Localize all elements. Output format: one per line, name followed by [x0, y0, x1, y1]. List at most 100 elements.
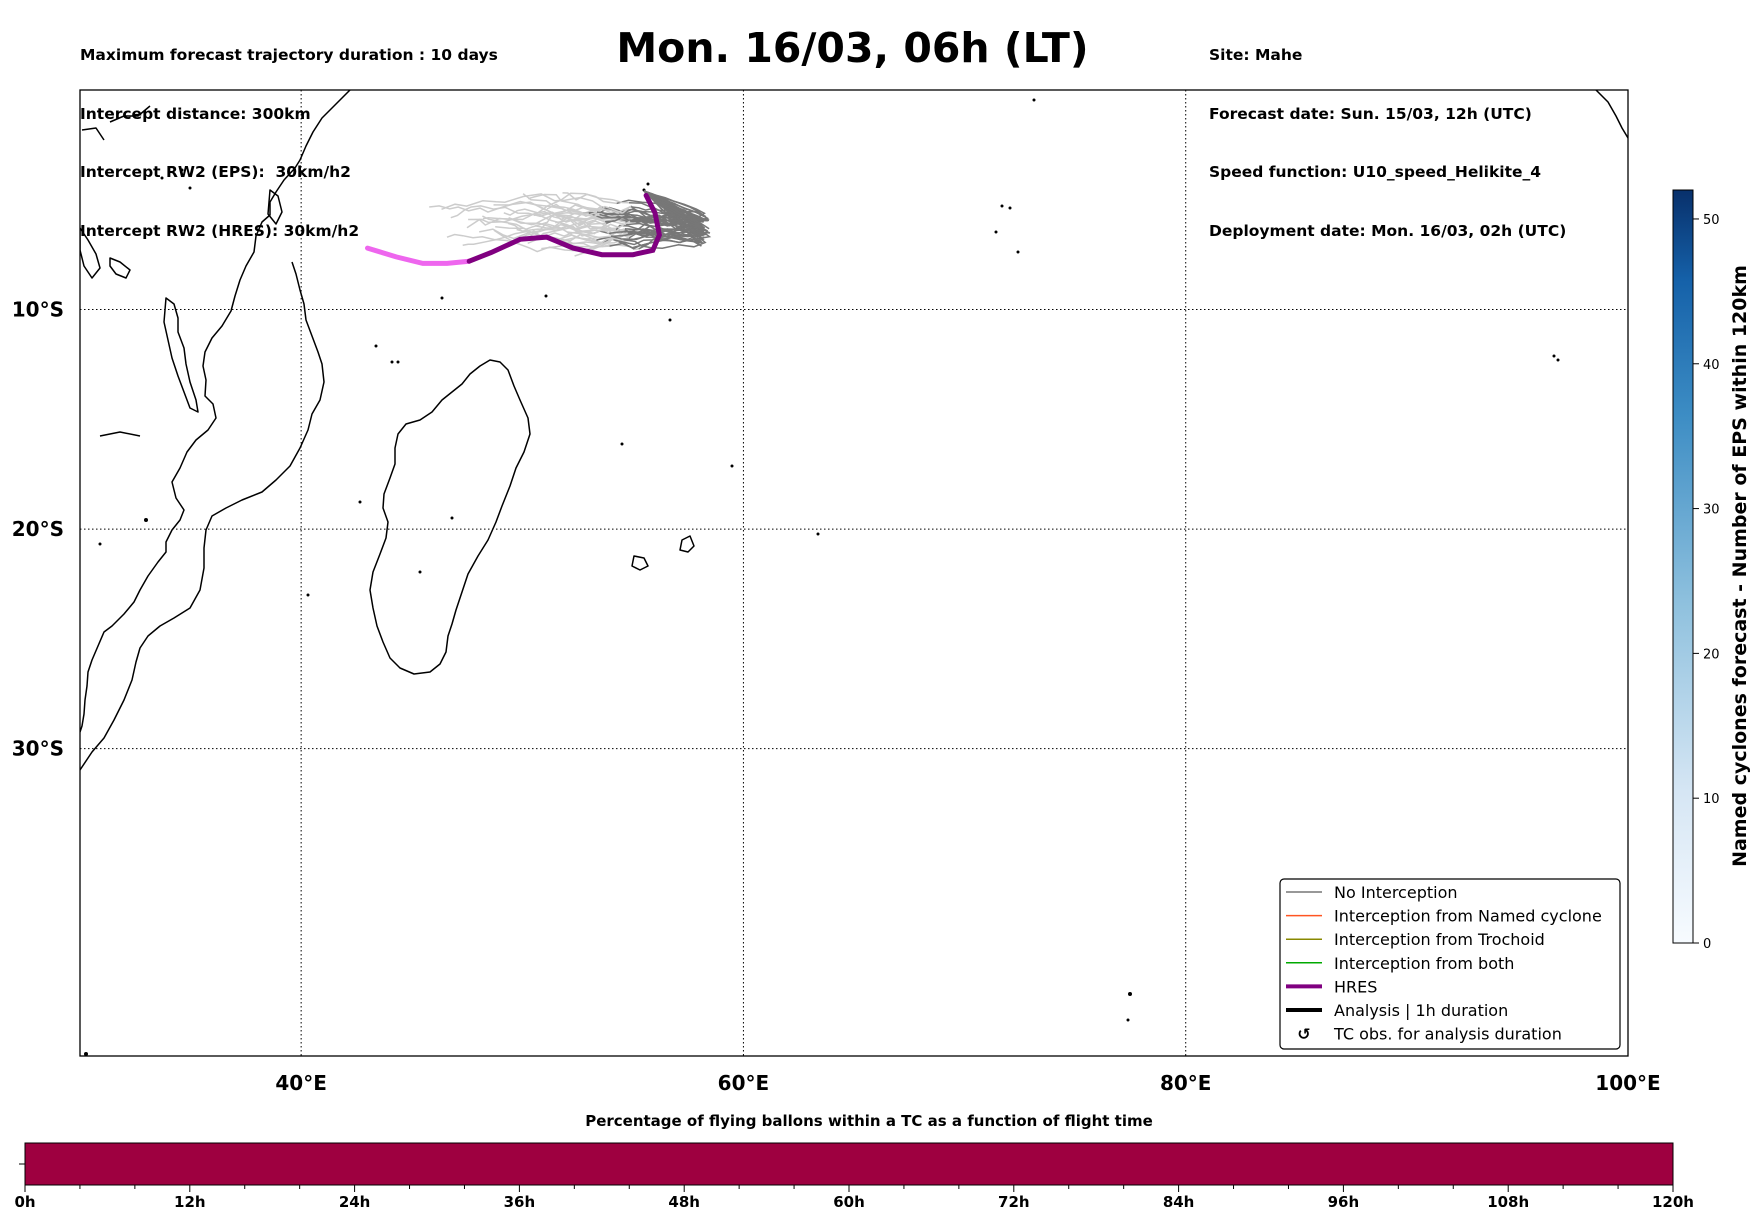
lat-tick-label: 20°S: [12, 517, 64, 541]
island-coastal-piece-2: [81, 127, 105, 141]
island-mauritius: [679, 535, 695, 553]
legend-item: No Interception: [1286, 883, 1458, 902]
flight-bar-title: Percentage of flying ballons within a TC…: [585, 1112, 1153, 1130]
flight-time-bar: Percentage of flying ballons within a TC…: [14, 1112, 1694, 1211]
tc-obs-symbol-icon: ↺: [1297, 1025, 1310, 1044]
island-reunion: [631, 555, 649, 571]
eps-track-near: [599, 190, 704, 230]
eps-track-far: [534, 217, 606, 230]
deployment-date-text: Deployment date: Mon. 16/03, 02h (UTC): [1209, 221, 1567, 240]
eps-track-far: [479, 228, 597, 241]
eps-track-near: [596, 190, 710, 220]
island-seychelles-coast: [80, 227, 101, 279]
eps-track-far: [522, 193, 608, 215]
legend-label: Interception from both: [1334, 954, 1514, 973]
eps-track-far: [566, 206, 631, 214]
speed-function-text: Speed function: U10_speed_Helikite_4: [1209, 163, 1542, 181]
legend-item: Interception from both: [1286, 954, 1514, 973]
coastlines: [80, 90, 1628, 771]
islets: [84, 98, 1560, 1056]
island-northern-tip: [267, 189, 283, 225]
legend-label: Interception from Trochoid: [1334, 930, 1545, 949]
flight-bar-tick-label: 48h: [668, 1193, 700, 1211]
lon-tick-label: 60°E: [718, 1071, 770, 1095]
legend-items: No Interception Interception from Named c…: [1286, 883, 1602, 1044]
flight-bar-ticks: 0h 12h 24h 36h 48h 60h 72h 84h 96h 108h 120h: [14, 1185, 1694, 1211]
eps-track-far: [546, 203, 598, 218]
flight-bar-tick-label: 36h: [504, 1193, 536, 1211]
lat-tick-label: 10°S: [12, 298, 64, 322]
lat-tick-label: 30°S: [12, 737, 64, 761]
legend-label: Interception from Named cyclone: [1334, 907, 1602, 926]
flight-bar-tick-label: 0h: [14, 1193, 35, 1211]
legend-label: No Interception: [1334, 883, 1458, 902]
flight-bar-tick-label: 72h: [998, 1193, 1030, 1211]
arabia-coastline: [1595, 90, 1628, 139]
page-title: Mon. 16/03, 06h (LT): [616, 24, 1089, 72]
eps-track-far: [601, 244, 639, 251]
intercept-distance-text: Intercept distance: 300km: [80, 104, 311, 123]
map-area: [80, 90, 1628, 1056]
lon-tick-label: 100°E: [1595, 1071, 1660, 1095]
africa-coastline: [80, 90, 351, 733]
eps-track-far: [533, 204, 632, 217]
lon-tick-label: 80°E: [1160, 1071, 1212, 1095]
header-left-info: Maximum forecast trajectory duration : 1…: [80, 7, 498, 261]
latitude-ticks: 10°S 20°S 30°S: [12, 298, 64, 761]
flight-bar-fill: [24, 1142, 1674, 1186]
eps-track-far: [566, 231, 611, 240]
madagascar-coastline: [369, 359, 531, 675]
header-right-info: Site: Mahe Forecast date: Sun. 15/03, 12…: [1209, 7, 1566, 261]
flight-bar-tick-label: 24h: [339, 1193, 371, 1211]
legend-box: [1279, 878, 1621, 1050]
eps-track-far: [482, 213, 610, 234]
eps-track-far: [503, 192, 629, 216]
legend-item: Interception from Trochoid: [1286, 930, 1545, 949]
eps-track-near: [609, 190, 707, 250]
colorbar-ticks: 0 10 20 30 40 50: [1693, 213, 1720, 952]
hres-trajectory: [365, 192, 663, 266]
hres-track-far: [365, 245, 472, 266]
flight-bar-tick-label: 12h: [174, 1193, 206, 1211]
gridlines: [80, 90, 1628, 1056]
eps-track-far: [493, 200, 589, 214]
island-coastal-piece: [109, 105, 151, 123]
legend-item: Analysis | 1h duration: [1286, 1001, 1508, 1020]
eps-track-near: [610, 190, 705, 242]
colorbar-tick-label: 0: [1703, 937, 1711, 952]
colorbar-tick-label: 50: [1703, 213, 1720, 228]
legend-label: TC obs. for analysis duration: [1333, 1025, 1562, 1044]
legend: No Interception Interception from Named c…: [1279, 878, 1621, 1050]
island-comoros: [109, 257, 131, 279]
colorbar-tick-label: 10: [1703, 792, 1720, 807]
map-frame: [79, 89, 1629, 1057]
forecast-date-text: Forecast date: Sun. 15/03, 12h (UTC): [1209, 104, 1532, 123]
eps-track-near: [630, 190, 702, 228]
eps-track-far: [555, 217, 626, 228]
flight-bar-tick-label: 84h: [1163, 1193, 1195, 1211]
eps-track-far: [462, 226, 616, 247]
max-duration-text: Maximum forecast trajectory duration : 1…: [80, 46, 498, 64]
island-mozambique-channel: [163, 297, 199, 413]
legend-item: Interception from Named cyclone: [1286, 907, 1602, 926]
eps-track-far: [507, 220, 631, 237]
flight-bar-tick-label: 96h: [1328, 1193, 1360, 1211]
island-rodrigues-africa: [99, 431, 141, 437]
hres-track-near: [466, 192, 663, 264]
eps-track-far: [441, 193, 603, 211]
legend-label: HRES: [1334, 977, 1377, 996]
lon-tick-label: 40°E: [275, 1071, 327, 1095]
eps-track-far: [495, 226, 614, 241]
eps-track-far: [508, 213, 622, 229]
eps-track-near: [608, 190, 705, 238]
site-text: Site: Mahe: [1209, 46, 1303, 64]
intercept-eps-text: Intercept RW2 (EPS): 30km/h2: [80, 163, 351, 181]
colorbar-tick-label: 40: [1703, 358, 1720, 373]
colorbar-tick-label: 30: [1703, 503, 1720, 518]
africa-coastline-south: [80, 261, 325, 771]
legend-item: ↺ TC obs. for analysis duration: [1297, 1025, 1562, 1044]
colorbar: 0 10 20 30 40 50 Named cyclones forecast - Nu…: [1672, 189, 1751, 952]
longitude-ticks: 40°E 60°E 80°E 100°E: [275, 1071, 1660, 1095]
colorbar-scale: [1672, 189, 1694, 944]
